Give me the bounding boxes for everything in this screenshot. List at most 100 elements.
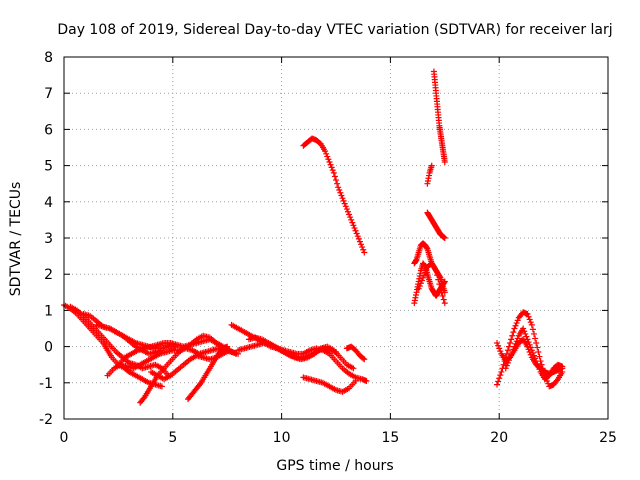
y-axis-label: SDTVAR / TECUs [8,182,24,297]
data-point [363,377,370,384]
x-tick-label: 10 [273,430,291,446]
data-point [527,344,534,351]
y-tick-label: -2 [39,412,53,428]
data-point [508,336,515,343]
data-point [439,292,446,299]
data-point [434,272,441,279]
data-point [339,195,346,202]
y-tick-label: 5 [44,159,53,175]
series-arc-g [137,332,226,406]
series-arc-s [424,209,448,241]
data-point [494,339,501,346]
data-point [509,349,516,356]
data-point [438,289,445,296]
series-arc-u [430,68,448,165]
x-tick-label: 20 [490,430,508,446]
data-point [511,325,518,332]
data-point [531,352,538,359]
data-point [495,378,502,385]
data-point [224,343,231,350]
data-point [353,230,360,237]
data-point [327,161,334,168]
data-point [337,189,344,196]
y-tick-label: 7 [44,86,53,102]
y-tick-label: 1 [44,303,53,319]
x-tick-label: 15 [381,430,399,446]
data-point [503,362,510,369]
plot-frame [63,56,609,420]
data-point [512,322,519,329]
data-point [505,357,512,364]
data-point [535,363,542,370]
data-point [520,325,527,332]
data-point [508,351,515,358]
data-point [497,372,504,379]
data-point [342,203,349,210]
data-point [505,343,512,350]
data-point [507,339,514,346]
data-point [344,208,351,215]
data-point [416,282,423,289]
data-point [331,173,338,180]
y-tick-label: 2 [44,267,53,283]
data-point [415,285,422,292]
y-tick-label: -1 [39,376,53,392]
data-point [232,350,239,357]
series-arc-o [300,135,368,256]
data-point [528,321,535,328]
data-point [532,335,539,342]
grid [64,57,608,419]
series-arc-n [343,343,368,363]
data-point [521,328,528,335]
data-point [343,206,350,213]
data-point [330,169,337,176]
data-point [436,281,443,288]
data-point [512,340,519,347]
x-tick-label: 0 [60,430,69,446]
data-point [158,383,165,390]
series-arc-t [424,162,435,187]
data-point [528,347,535,354]
y-tick-label: 4 [44,195,53,211]
data-point [356,238,363,245]
data-point [355,235,362,242]
data-point [322,148,329,155]
data-point [197,381,203,388]
data-point [350,222,357,229]
data-point [536,366,543,373]
data-point [510,346,517,353]
data-point [423,266,430,273]
data-point [435,276,442,283]
data-point [535,349,542,356]
data-point [361,249,368,256]
series-arc-m [300,374,359,395]
data-point [498,368,505,375]
x-tick-label: 5 [168,430,177,446]
data-point [529,326,536,333]
data-point [428,162,435,169]
data-point [522,330,529,337]
data-point [347,214,354,221]
data-point [360,355,367,362]
data-point [359,244,366,251]
data-point [526,316,533,323]
data-point [420,274,427,281]
data-point [559,363,566,370]
x-axis-label: GPS time / hours [276,458,393,474]
x-tick-label: 25 [599,430,617,446]
data-point [358,241,365,248]
data-point [140,395,147,402]
y-tick-label: 0 [44,340,53,356]
data-point [340,197,347,204]
data-point [513,320,520,327]
series-arc-d [93,321,178,352]
data-point [437,285,444,292]
y-tick-label: 8 [44,50,53,66]
data-point [509,332,516,339]
data-point [495,342,502,349]
data-point [335,184,342,191]
data-points [61,68,566,406]
data-point [507,354,514,361]
data-point [441,158,448,165]
